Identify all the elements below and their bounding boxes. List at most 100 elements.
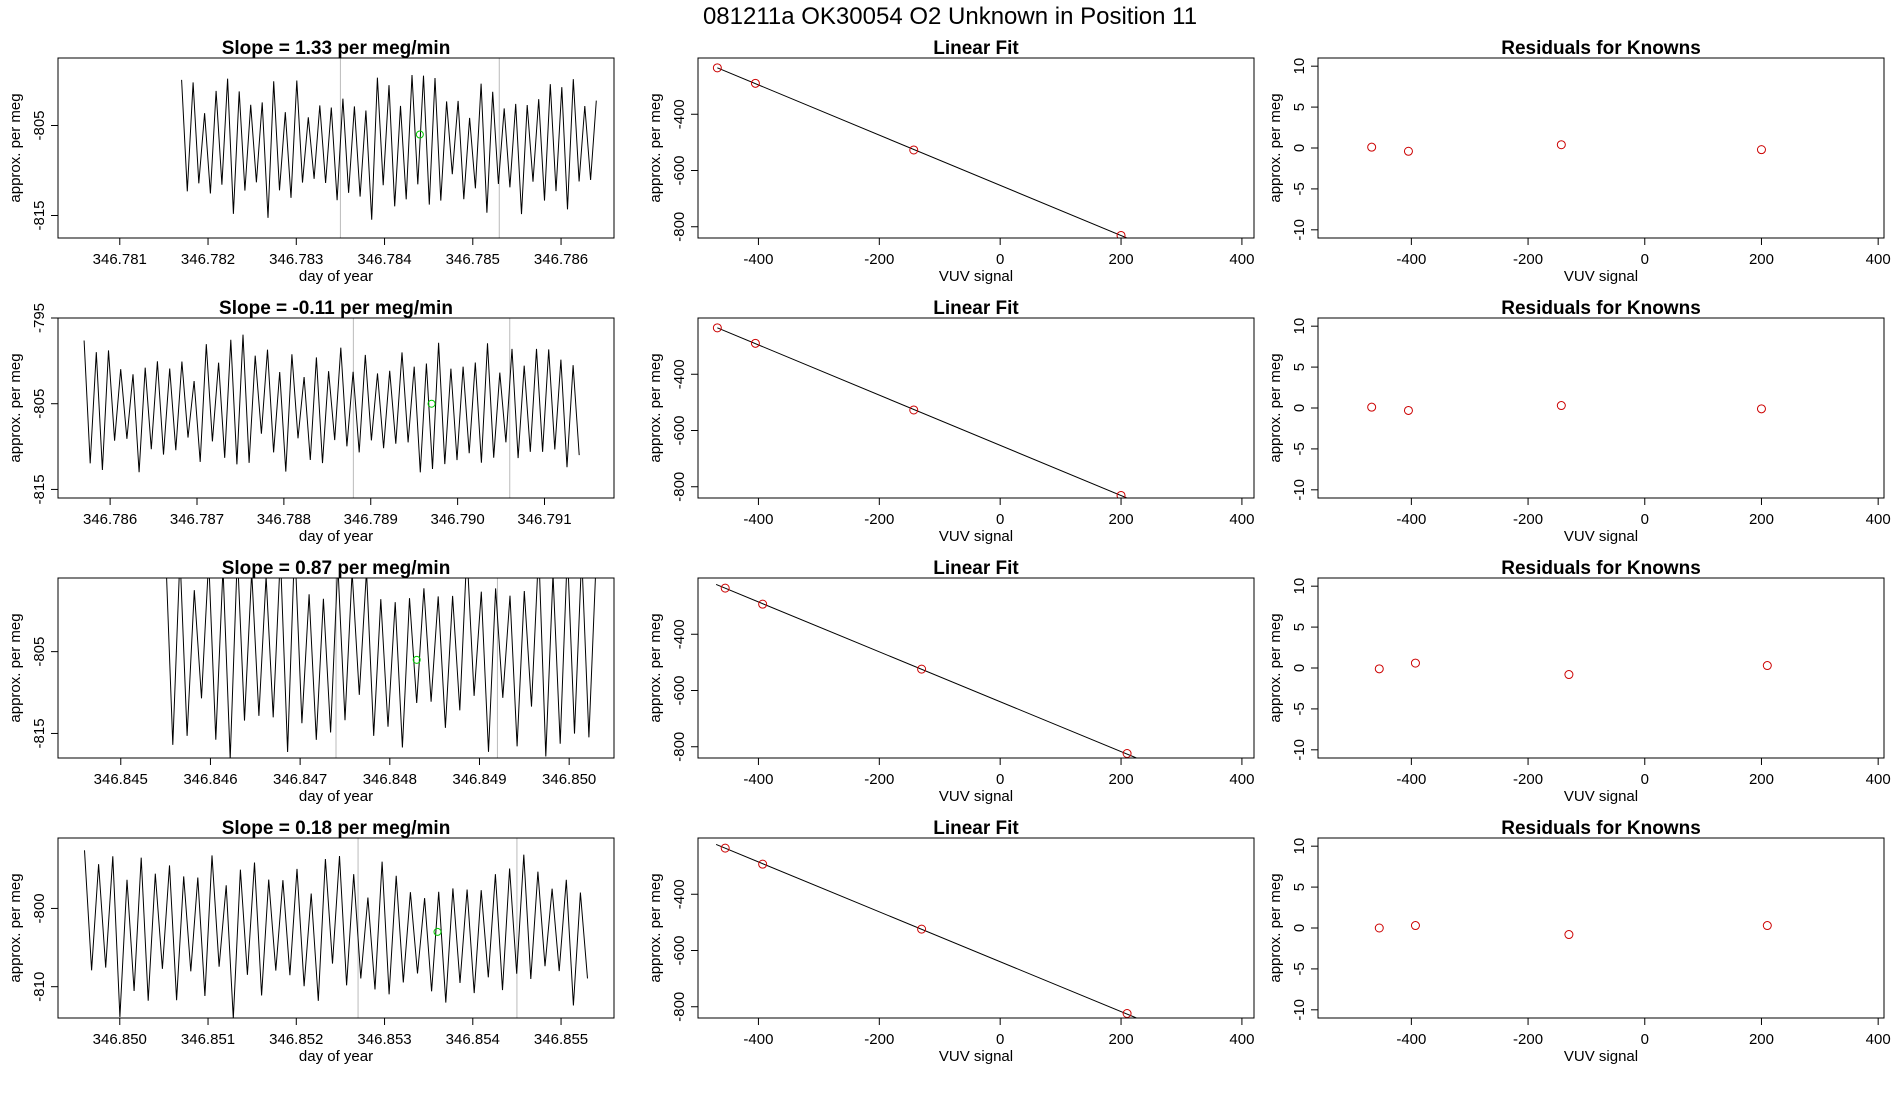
panel-title: Residuals for Knowns <box>1501 558 1701 579</box>
y-tick-label: 10 <box>1291 578 1308 595</box>
x-tick-label: 200 <box>1749 511 1774 528</box>
x-tick-label: 200 <box>1109 511 1134 528</box>
x-tick-label: 346.852 <box>269 1031 323 1048</box>
panel-title: Residuals for Knowns <box>1501 818 1701 839</box>
y-axis-label: approx. per meg <box>7 613 24 722</box>
known-point <box>1116 490 1126 498</box>
plot-area <box>1367 140 1766 156</box>
x-axis-label: VUV signal <box>939 528 1013 545</box>
plot-area <box>83 318 580 498</box>
x-tick-label: -400 <box>1396 771 1426 788</box>
x-axis-label: VUV signal <box>1564 528 1638 545</box>
y-tick-label: 10 <box>1291 838 1308 855</box>
x-axis-label: day of year <box>299 528 373 545</box>
known-point <box>712 323 722 333</box>
x-tick-label: 0 <box>996 251 1004 268</box>
x-tick-label: 0 <box>996 511 1004 528</box>
plot-area <box>1374 921 1772 940</box>
plot-frame <box>697 577 1255 759</box>
fit-line <box>715 584 1138 758</box>
y-axis-label: approx. per meg <box>647 613 664 722</box>
y-tick-label: -400 <box>671 619 688 649</box>
plot-area <box>715 843 1138 1018</box>
x-axis-label: VUV signal <box>939 1048 1013 1065</box>
x-tick-label: 200 <box>1109 1031 1134 1048</box>
y-tick-label: -800 <box>671 212 688 242</box>
x-tick-label: -400 <box>743 251 773 268</box>
x-axis-label: day of year <box>299 788 373 805</box>
y-axis-label: approx. per meg <box>7 353 24 462</box>
panel-8: Residuals for Knowns -400 -200 0 200 400 -10 -5… <box>1267 558 1891 805</box>
unknown-point <box>1220 790 1228 798</box>
residual-point <box>1556 401 1566 411</box>
data-series-line <box>83 334 580 473</box>
panel-5: Residuals for Knowns -400 -200 0 200 400 -10 -5… <box>1267 298 1891 545</box>
x-tick-label: 346.789 <box>344 511 398 528</box>
x-tick-label: 346.851 <box>181 1031 235 1048</box>
y-tick-label: -10 <box>1291 219 1308 241</box>
panel-2: Residuals for Knowns -400 -200 0 200 400 -10 -5… <box>1267 38 1891 285</box>
residual-point <box>1556 140 1566 150</box>
y-tick-label: 5 <box>1291 883 1308 891</box>
x-tick-label: -200 <box>1513 251 1543 268</box>
y-tick-label: -805 <box>31 389 48 419</box>
x-tick-label: 0 <box>996 1031 1004 1048</box>
x-tick-label: -400 <box>1396 251 1426 268</box>
fit-line <box>717 67 1129 238</box>
residual-point <box>1762 661 1772 671</box>
x-tick-label: 346.855 <box>534 1031 588 1048</box>
plot-area <box>1367 401 1766 415</box>
y-tick-label: -800 <box>31 893 48 923</box>
x-tick-label: -400 <box>743 511 773 528</box>
x-tick-label: -400 <box>743 1031 773 1048</box>
known-point <box>909 405 919 415</box>
x-tick-label: 0 <box>1641 251 1649 268</box>
known-point <box>909 145 919 155</box>
x-tick-label: 0 <box>1641 511 1649 528</box>
residual-point <box>1367 402 1377 412</box>
panel-title: Linear Fit <box>933 818 1019 839</box>
y-tick-label: 5 <box>1291 103 1308 111</box>
y-tick-label: -400 <box>671 359 688 389</box>
unknown-point <box>415 130 424 139</box>
unknown-point <box>427 399 436 408</box>
panel-6: Slope = 0.87 per meg/min 346.845 346.846 34… <box>7 558 615 805</box>
plot-frame <box>57 57 615 239</box>
panel-1: Linear Fit -400 -200 0 200 400 -800 -600 -400 VUV… <box>647 38 1255 285</box>
y-tick-label: -600 <box>671 415 688 445</box>
plot-area <box>712 63 1228 282</box>
x-tick-label: 400 <box>1866 771 1891 788</box>
fit-line <box>715 844 1138 1018</box>
y-tick-label: -600 <box>671 155 688 185</box>
y-tick-label: 10 <box>1291 58 1308 75</box>
residual-point <box>1564 670 1574 680</box>
panel-title: Linear Fit <box>933 38 1019 59</box>
y-axis-label: approx. per meg <box>1267 93 1284 202</box>
plot-frame <box>57 837 615 1019</box>
plot-area <box>166 578 596 758</box>
x-tick-label: -400 <box>743 771 773 788</box>
y-tick-label: -5 <box>1291 182 1308 195</box>
unknown-point <box>1220 534 1228 542</box>
y-axis-label: approx. per meg <box>1267 873 1284 982</box>
x-tick-label: -200 <box>1513 1031 1543 1048</box>
y-tick-label: 5 <box>1291 623 1308 631</box>
y-axis-label: approx. per meg <box>647 873 664 982</box>
unknown-point <box>1220 274 1228 282</box>
y-tick-label: 0 <box>1291 664 1308 672</box>
x-tick-label: 346.847 <box>273 771 327 788</box>
y-tick-label: -600 <box>671 675 688 705</box>
panel-10: Linear Fit -400 -200 0 200 400 -800 -600 -400 VUV… <box>647 818 1255 1065</box>
y-axis-label: approx. per meg <box>1267 613 1284 722</box>
y-tick-label: -5 <box>1291 702 1308 715</box>
x-tick-label: 346.849 <box>452 771 506 788</box>
figure-title: 081211a OK30054 O2 Unknown in Position 1… <box>703 3 1197 30</box>
y-tick-label: -815 <box>31 200 48 230</box>
x-tick-label: 400 <box>1229 771 1254 788</box>
x-tick-label: 0 <box>1641 1031 1649 1048</box>
plot-frame <box>1317 577 1885 759</box>
x-tick-label: 346.783 <box>269 251 323 268</box>
residual-point <box>1756 404 1766 414</box>
x-tick-label: -200 <box>1513 511 1543 528</box>
